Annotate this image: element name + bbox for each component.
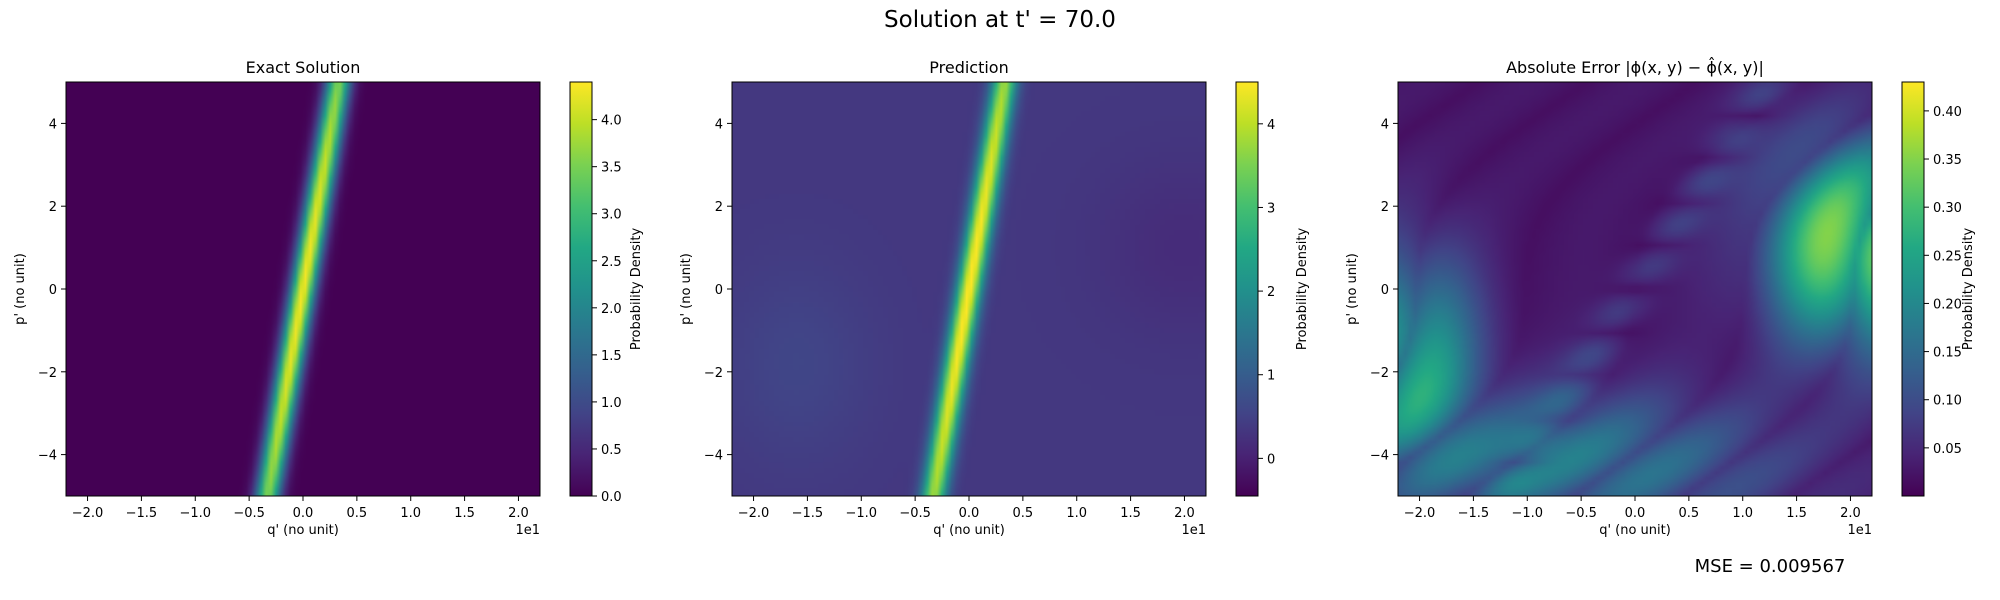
y-axis-label: p' (no unit) xyxy=(679,253,694,325)
colorbar-tick-label: 4.0 xyxy=(601,114,622,129)
x-tick-label: 2.0 xyxy=(508,506,529,521)
colorbar-tick-label: 0 xyxy=(1267,452,1275,467)
panel-1: Exact Solution −2.0 −1.5 −1.0 −0.5 0.0 0.5 1.0 1… xyxy=(13,58,644,538)
y-tick-label: 4 xyxy=(715,117,723,132)
x-tick-label: −2.0 xyxy=(738,506,770,521)
x-tick-label: −1.5 xyxy=(126,506,158,521)
x-offset-label: 1e1 xyxy=(515,523,540,538)
mse-readout: MSE = 0.009567 xyxy=(1694,556,1846,577)
x-tick-label: 1.0 xyxy=(1732,506,1753,521)
y-axis-label: p' (no unit) xyxy=(1345,253,1360,325)
x-axis-label: q' (no unit) xyxy=(933,523,1005,538)
x-tick-label: 0.0 xyxy=(293,506,314,521)
x-tick-label: −1.5 xyxy=(1458,506,1490,521)
x-tick-label: −2.0 xyxy=(72,506,104,521)
colorbar-tick-label: 2 xyxy=(1267,285,1275,300)
x-tick-label: 1.0 xyxy=(400,506,421,521)
x-axis-label: q' (no unit) xyxy=(267,523,339,538)
panel-2: Prediction −2.0 −1.5 −1.0 −0.5 0.0 0.5 1.0 1.5 2.… xyxy=(679,58,1310,538)
colorbar-tick-label: 0.15 xyxy=(1933,346,1962,361)
axes-title: Exact Solution xyxy=(246,58,361,77)
colorbar-tick-label: 0.0 xyxy=(601,490,622,505)
colorbar-tick-label: 0.5 xyxy=(601,443,622,458)
x-tick-label: −0.5 xyxy=(1565,506,1597,521)
heatmap-image xyxy=(732,82,1206,496)
x-offset-label: 1e1 xyxy=(1847,523,1872,538)
y-tick-label: 0 xyxy=(1381,283,1389,298)
x-tick-label: −2.0 xyxy=(1404,506,1436,521)
colorbar-tick-label: 0.30 xyxy=(1933,201,1962,216)
colorbar-tick-label: 3.0 xyxy=(601,208,622,223)
x-tick-label: −1.5 xyxy=(792,506,824,521)
y-tick-label: 4 xyxy=(49,117,57,132)
colorbar-tick-label: 0.40 xyxy=(1933,105,1962,120)
x-tick-label: 0.5 xyxy=(1013,506,1034,521)
x-axis-label: q' (no unit) xyxy=(1599,523,1671,538)
axes-title: Absolute Error |ϕ(x, y) − ϕ̂(x, y)| xyxy=(1506,57,1764,77)
x-tick-label: 1.5 xyxy=(454,506,475,521)
x-tick-label: −1.0 xyxy=(1511,506,1543,521)
colorbar-tick-label: 1 xyxy=(1267,369,1275,384)
colorbar-tick-label: 1.5 xyxy=(601,349,622,364)
y-tick-label: −4 xyxy=(1370,449,1389,464)
y-tick-label: −2 xyxy=(38,366,57,381)
heatmap-image xyxy=(66,82,540,496)
colorbar-tick-label: 1.0 xyxy=(601,396,622,411)
colorbar-tick-label: 4 xyxy=(1267,118,1275,133)
x-tick-label: 1.5 xyxy=(1786,506,1807,521)
colorbar-tick-label: 0.35 xyxy=(1933,153,1962,168)
x-tick-label: −1.0 xyxy=(179,506,211,521)
y-tick-label: 2 xyxy=(715,200,723,215)
x-tick-label: −0.5 xyxy=(899,506,931,521)
panel-3: Absolute Error |ϕ(x, y) − ϕ̂(x, y)| −2.0 −… xyxy=(1345,57,1976,538)
x-tick-label: 1.5 xyxy=(1120,506,1141,521)
x-tick-label: 0.0 xyxy=(959,506,980,521)
colorbar-tick-label: 0.20 xyxy=(1933,297,1962,312)
colorbar-tick-label: 2.0 xyxy=(601,302,622,317)
colorbar-tick-label: 3 xyxy=(1267,201,1275,216)
y-tick-label: 0 xyxy=(49,283,57,298)
colorbar-tick-label: 3.5 xyxy=(601,161,622,176)
colorbar-label: Probability Density xyxy=(1295,228,1310,351)
colorbar-tick-label: 2.5 xyxy=(601,255,622,270)
colorbar xyxy=(569,81,593,497)
y-axis-label: p' (no unit) xyxy=(13,253,28,325)
x-offset-label: 1e1 xyxy=(1181,523,1206,538)
y-tick-label: −4 xyxy=(38,449,57,464)
y-tick-label: 0 xyxy=(715,283,723,298)
x-tick-label: 0.5 xyxy=(347,506,368,521)
colorbar xyxy=(1235,81,1259,497)
heatmap-image xyxy=(1398,82,1872,496)
y-tick-label: −4 xyxy=(704,449,723,464)
figure-suptitle: Solution at t' = 70.0 xyxy=(884,7,1116,33)
x-tick-label: 0.0 xyxy=(1625,506,1646,521)
y-tick-label: 4 xyxy=(1381,117,1389,132)
colorbar xyxy=(1901,81,1925,497)
y-tick-label: −2 xyxy=(704,366,723,381)
colorbar-tick-label: 0.10 xyxy=(1933,394,1962,409)
axes-title: Prediction xyxy=(929,58,1008,77)
y-tick-label: 2 xyxy=(49,200,57,215)
x-tick-label: 1.0 xyxy=(1066,506,1087,521)
y-tick-label: −2 xyxy=(1370,366,1389,381)
x-tick-label: −1.0 xyxy=(845,506,877,521)
x-tick-label: 2.0 xyxy=(1174,506,1195,521)
x-tick-label: 0.5 xyxy=(1679,506,1700,521)
colorbar-tick-label: 0.05 xyxy=(1933,442,1962,457)
colorbar-label: Probability Density xyxy=(1961,228,1976,351)
x-tick-label: 2.0 xyxy=(1840,506,1861,521)
x-tick-label: −0.5 xyxy=(233,506,265,521)
y-tick-label: 2 xyxy=(1381,200,1389,215)
colorbar-tick-label: 0.25 xyxy=(1933,249,1962,264)
colorbar-label: Probability Density xyxy=(629,228,644,351)
